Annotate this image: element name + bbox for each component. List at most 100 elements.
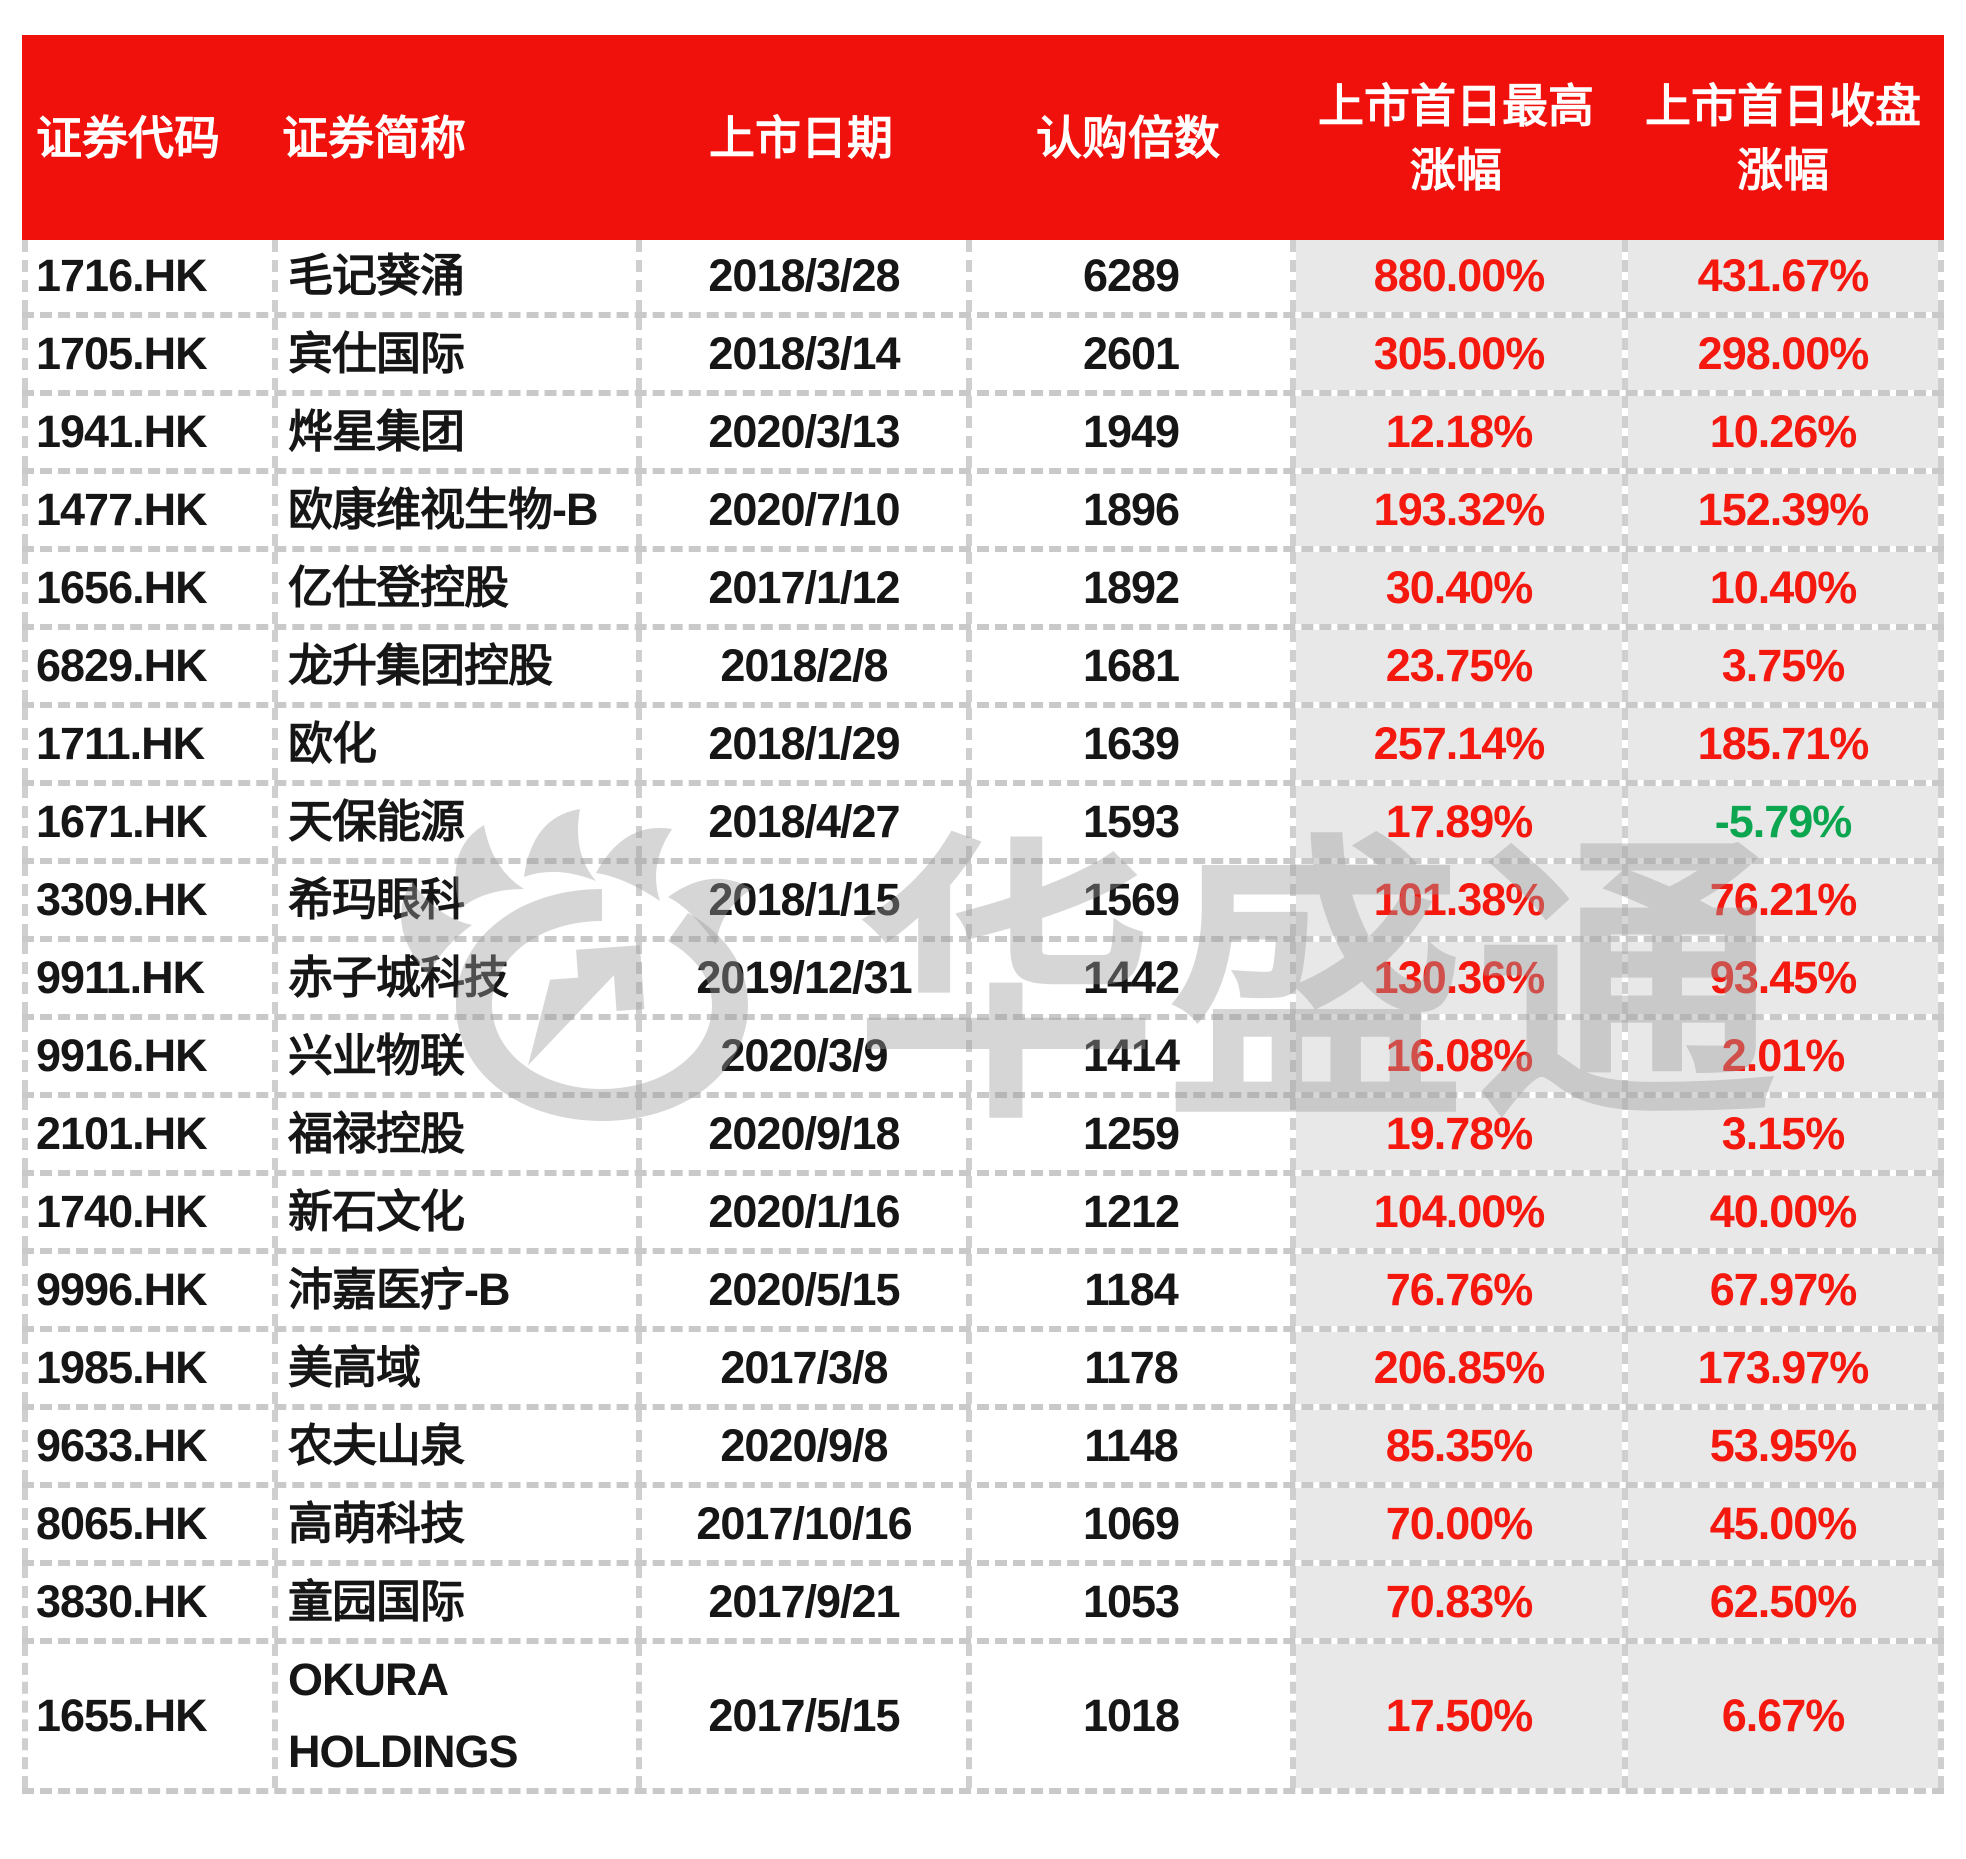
table-row: 1985.HK 美高域 2017/3/8 1178 206.85% 173.97% [22,1332,1944,1410]
cell-subscription-multiple: 1949 [966,396,1290,468]
cell-first-day-high-pct: 19.78% [1290,1098,1622,1170]
cell-listing-date: 2017/1/12 [636,552,966,624]
cell-stock-name: 兴业物联 [272,1020,636,1092]
cell-stock-code: 9633.HK [22,1410,272,1482]
cell-listing-date: 2017/3/8 [636,1332,966,1404]
cell-first-day-close-pct: 3.75% [1622,630,1944,702]
cell-first-day-high-pct: 130.36% [1290,942,1622,1014]
cell-first-day-high-pct: 193.32% [1290,474,1622,546]
table-row: 2101.HK 福禄控股 2020/9/18 1259 19.78% 3.15% [22,1098,1944,1176]
cell-stock-name: 美高域 [272,1332,636,1404]
cell-stock-name: 赤子城科技 [272,942,636,1014]
table-row: 1655.HK OKURA HOLDINGS 2017/5/15 1018 17.50%… [22,1644,1944,1794]
header-first-day-close: 上市首日收盘 涨幅 [1622,35,1944,240]
cell-listing-date: 2018/2/8 [636,630,966,702]
header-date-label: 上市日期 [709,111,893,164]
cell-subscription-multiple: 1569 [966,864,1290,936]
cell-first-day-close-pct: 76.21% [1622,864,1944,936]
cell-stock-name: 烨星集团 [272,396,636,468]
cell-subscription-multiple: 1148 [966,1410,1290,1482]
cell-subscription-multiple: 1593 [966,786,1290,858]
cell-first-day-close-pct: 45.00% [1622,1488,1944,1560]
cell-stock-code: 1716.HK [22,240,272,312]
cell-first-day-high-pct: 30.40% [1290,552,1622,624]
cell-first-day-close-pct: 40.00% [1622,1176,1944,1248]
cell-subscription-multiple: 1892 [966,552,1290,624]
header-first-day-close-line2: 涨幅 [1737,143,1829,196]
cell-stock-code: 2101.HK [22,1098,272,1170]
header-name-label: 证券简称 [282,111,466,164]
cell-stock-code: 1740.HK [22,1176,272,1248]
table-row: 1711.HK 欧化 2018/1/29 1639 257.14% 185.71% [22,708,1944,786]
cell-subscription-multiple: 1896 [966,474,1290,546]
table-row: 1705.HK 宾仕国际 2018/3/14 2601 305.00% 298.00% [22,318,1944,396]
cell-first-day-close-pct: 152.39% [1622,474,1944,546]
header-multiple-label: 认购倍数 [1036,111,1220,164]
cell-stock-name: 新石文化 [272,1176,636,1248]
cell-first-day-close-pct: 93.45% [1622,942,1944,1014]
cell-subscription-multiple: 1178 [966,1332,1290,1404]
header-first-day-high-line1: 上市首日最高 [1318,79,1594,132]
cell-listing-date: 2020/3/9 [636,1020,966,1092]
cell-first-day-high-pct: 70.83% [1290,1566,1622,1638]
cell-first-day-high-pct: 17.89% [1290,786,1622,858]
table-row: 1656.HK 亿仕登控股 2017/1/12 1892 30.40% 10.40% [22,552,1944,630]
header-code-label: 证券代码 [36,111,220,164]
table-row: 9996.HK 沛嘉医疗-B 2020/5/15 1184 76.76% 67.97% [22,1254,1944,1332]
cell-stock-code: 1655.HK [22,1644,272,1788]
cell-listing-date: 2020/9/8 [636,1410,966,1482]
table-row: 1740.HK 新石文化 2020/1/16 1212 104.00% 40.00% [22,1176,1944,1254]
cell-first-day-close-pct: 173.97% [1622,1332,1944,1404]
table-row: 1716.HK 毛记葵涌 2018/3/28 6289 880.00% 431.67% [22,240,1944,318]
cell-listing-date: 2020/3/13 [636,396,966,468]
cell-first-day-close-pct: 67.97% [1622,1254,1944,1326]
cell-stock-code: 3830.HK [22,1566,272,1638]
cell-first-day-high-pct: 70.00% [1290,1488,1622,1560]
cell-stock-code: 3309.HK [22,864,272,936]
cell-listing-date: 2018/4/27 [636,786,966,858]
cell-stock-name: 欧化 [272,708,636,780]
cell-first-day-close-pct: 185.71% [1622,708,1944,780]
cell-stock-name: 天保能源 [272,786,636,858]
cell-first-day-close-pct: 2.01% [1622,1020,1944,1092]
cell-subscription-multiple: 2601 [966,318,1290,390]
cell-first-day-high-pct: 257.14% [1290,708,1622,780]
cell-subscription-multiple: 1053 [966,1566,1290,1638]
cell-stock-name: 福禄控股 [272,1098,636,1170]
cell-stock-code: 9996.HK [22,1254,272,1326]
cell-stock-name: 农夫山泉 [272,1410,636,1482]
cell-stock-code: 1671.HK [22,786,272,858]
cell-first-day-close-pct: 10.40% [1622,552,1944,624]
table-row: 1941.HK 烨星集团 2020/3/13 1949 12.18% 10.26% [22,396,1944,474]
cell-first-day-high-pct: 305.00% [1290,318,1622,390]
cell-first-day-high-pct: 17.50% [1290,1644,1622,1788]
cell-subscription-multiple: 1184 [966,1254,1290,1326]
cell-stock-name: 欧康维视生物-B [272,474,636,546]
cell-first-day-high-pct: 16.08% [1290,1020,1622,1092]
table-body: 1716.HK 毛记葵涌 2018/3/28 6289 880.00% 431.67% 17… [22,240,1944,1794]
table-row: 8065.HK 高萌科技 2017/10/16 1069 70.00% 45.00% [22,1488,1944,1566]
header-first-day-high: 上市首日最高 涨幅 [1290,35,1622,240]
cell-stock-name: 高萌科技 [272,1488,636,1560]
table-row: 9916.HK 兴业物联 2020/3/9 1414 16.08% 2.01% [22,1020,1944,1098]
table-row: 6829.HK 龙升集团控股 2018/2/8 1681 23.75% 3.75% [22,630,1944,708]
cell-stock-code: 1477.HK [22,474,272,546]
cell-first-day-close-pct: 10.26% [1622,396,1944,468]
header-first-day-close-line1: 上市首日收盘 [1645,79,1921,132]
cell-listing-date: 2018/3/14 [636,318,966,390]
cell-first-day-high-pct: 104.00% [1290,1176,1622,1248]
table-row: 1477.HK 欧康维视生物-B 2020/7/10 1896 193.32% 152.3… [22,474,1944,552]
table-header-row: 证券代码 证券简称 上市日期 认购倍数 上市首日最高 涨幅 上市首日收盘 涨幅 [22,35,1944,240]
header-multiple: 认购倍数 [966,35,1290,240]
cell-subscription-multiple: 1069 [966,1488,1290,1560]
cell-stock-code: 8065.HK [22,1488,272,1560]
cell-subscription-multiple: 1414 [966,1020,1290,1092]
header-date: 上市日期 [636,35,966,240]
cell-stock-code: 1985.HK [22,1332,272,1404]
header-first-day-high-line2: 涨幅 [1410,143,1502,196]
cell-stock-name: 亿仕登控股 [272,552,636,624]
cell-first-day-close-pct: 62.50% [1622,1566,1944,1638]
table-row: 3309.HK 希玛眼科 2018/1/15 1569 101.38% 76.21% [22,864,1944,942]
cell-listing-date: 2020/5/15 [636,1254,966,1326]
cell-subscription-multiple: 1259 [966,1098,1290,1170]
